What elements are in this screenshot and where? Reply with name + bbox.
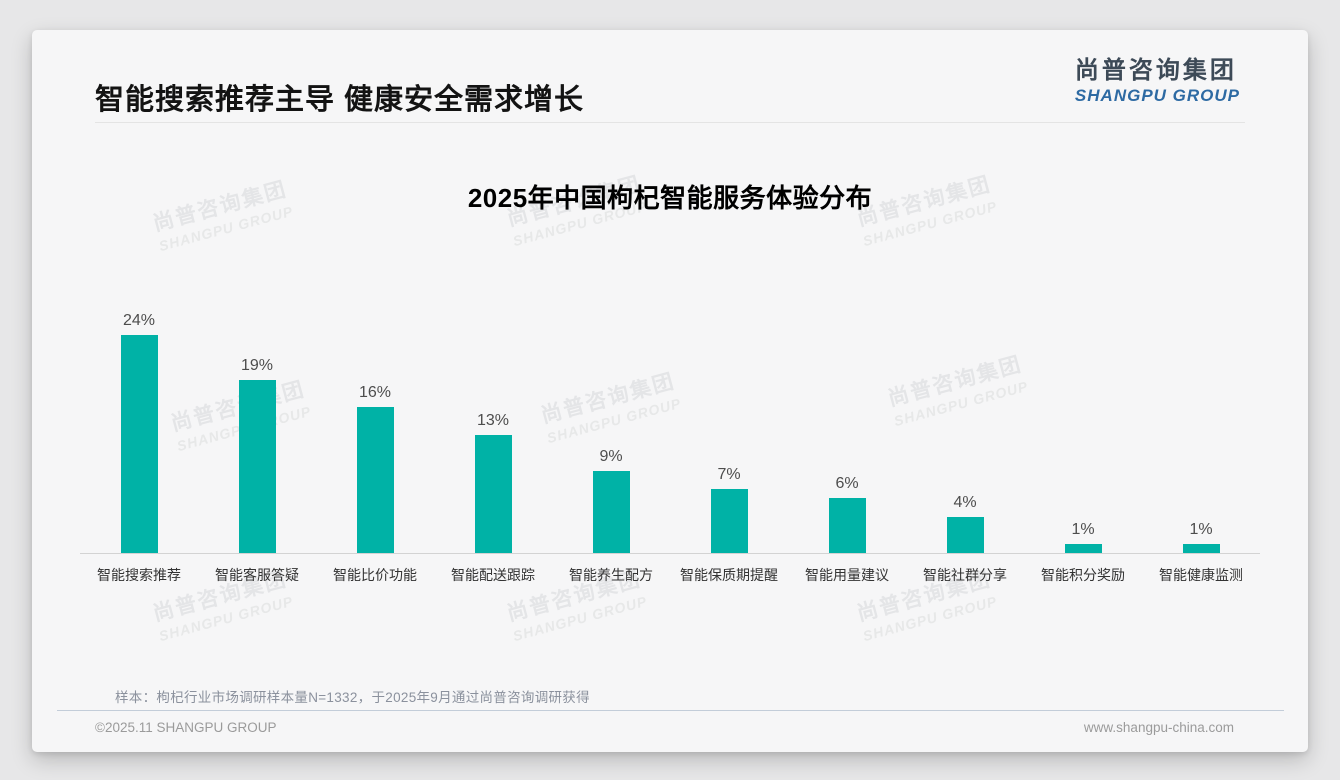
watermark-text-english: SHANGPU GROUP bbox=[511, 592, 649, 645]
bar-value-label: 24% bbox=[122, 312, 156, 329]
bar-value-label: 9% bbox=[599, 448, 623, 465]
category-label: 智能搜索推荐 bbox=[97, 567, 181, 583]
bar bbox=[710, 489, 748, 553]
bar-column: 4% bbox=[906, 494, 1024, 553]
bar-column: 6% bbox=[788, 475, 906, 553]
logo-text-chinese: 尚普咨询集团 bbox=[1074, 57, 1237, 84]
header-divider bbox=[95, 122, 1245, 123]
bar-column: 1% bbox=[1024, 521, 1142, 553]
website-url: www.shangpu-china.com bbox=[1083, 720, 1234, 735]
category-label: 智能用量建议 bbox=[805, 567, 889, 583]
bar bbox=[474, 435, 512, 553]
bar-column: 19% bbox=[198, 357, 316, 553]
bar-column: 9% bbox=[552, 448, 670, 553]
bar bbox=[238, 380, 276, 553]
bar-value-label: 4% bbox=[953, 494, 977, 511]
watermark-text-english: SHANGPU GROUP bbox=[157, 592, 295, 645]
bar-chart-plot: 24% 19% 16% 13% 9% 7% 6% 4% 1% 1% bbox=[80, 230, 1260, 554]
category-axis-labels: 智能搜索推荐 智能客服答疑 智能比价功能 智能配送跟踪 智能养生配方 智能保质期提醒 智能用… bbox=[80, 565, 1260, 585]
bar-column: 24% bbox=[80, 312, 198, 553]
bar bbox=[828, 498, 866, 553]
sample-note: 样本：枸杞行业市场调研样本量N=1332，于2025年9月通过尚普咨询调研获得 bbox=[115, 690, 590, 705]
bars-row: 24% 19% 16% 13% 9% 7% 6% 4% 1% 1% bbox=[80, 230, 1260, 553]
slide-card: 尚普咨询集团 SHANGPU GROUP 尚普咨询集团 SHANGPU GROUP 尚普… bbox=[32, 30, 1308, 752]
footer-divider bbox=[57, 710, 1284, 711]
bar bbox=[1182, 544, 1220, 553]
category-label: 智能社群分享 bbox=[923, 567, 1007, 583]
category-label: 智能客服答疑 bbox=[215, 567, 299, 583]
bar bbox=[120, 335, 158, 553]
x-axis-line bbox=[80, 553, 1260, 554]
bar-value-label: 1% bbox=[1189, 521, 1213, 538]
category-label: 智能配送跟踪 bbox=[451, 567, 535, 583]
bar bbox=[592, 471, 630, 553]
category-label: 智能比价功能 bbox=[333, 567, 417, 583]
bar-column: 1% bbox=[1142, 521, 1260, 553]
chart-title: 2025年中国枸杞智能服务体验分布 bbox=[467, 183, 873, 213]
category-label: 智能积分奖励 bbox=[1041, 567, 1125, 583]
bar-value-label: 19% bbox=[240, 357, 274, 374]
bar-value-label: 1% bbox=[1071, 521, 1095, 538]
copyright-text: ©2025.11 SHANGPU GROUP bbox=[95, 720, 277, 735]
bar bbox=[1064, 544, 1102, 553]
page-title: 智能搜索推荐主导 健康安全需求增长 bbox=[95, 84, 585, 116]
logo-text-english: SHANGPU GROUP bbox=[1074, 86, 1240, 105]
category-label: 智能健康监测 bbox=[1159, 567, 1243, 583]
bar bbox=[946, 517, 984, 553]
bar-value-label: 16% bbox=[358, 384, 392, 401]
bar-column: 7% bbox=[670, 466, 788, 553]
bar-value-label: 6% bbox=[835, 475, 859, 492]
company-logo: 尚普咨询集团 SHANGPU GROUP bbox=[1075, 50, 1240, 106]
category-label: 智能保质期提醒 bbox=[680, 567, 778, 583]
bar-column: 13% bbox=[434, 412, 552, 553]
bar-value-label: 13% bbox=[476, 412, 510, 429]
bar-column: 16% bbox=[316, 384, 434, 553]
watermark-text-english: SHANGPU GROUP bbox=[861, 592, 999, 645]
category-label: 智能养生配方 bbox=[569, 567, 653, 583]
bar-value-label: 7% bbox=[717, 466, 741, 483]
bar bbox=[356, 407, 394, 553]
